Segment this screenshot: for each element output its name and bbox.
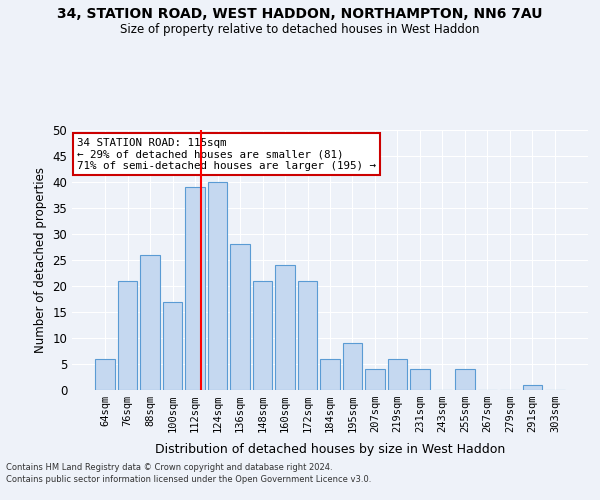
Bar — [275, 265, 295, 390]
Text: Contains public sector information licensed under the Open Government Licence v3: Contains public sector information licen… — [6, 475, 371, 484]
Text: Contains HM Land Registry data © Crown copyright and database right 2024.: Contains HM Land Registry data © Crown c… — [6, 464, 332, 472]
Bar — [410, 369, 430, 390]
Bar — [298, 281, 317, 390]
Bar — [140, 255, 160, 390]
Bar — [95, 359, 115, 390]
Text: Size of property relative to detached houses in West Haddon: Size of property relative to detached ho… — [120, 22, 480, 36]
Bar — [320, 359, 340, 390]
Bar — [455, 369, 475, 390]
Bar — [253, 281, 272, 390]
Bar — [163, 302, 182, 390]
Y-axis label: Number of detached properties: Number of detached properties — [34, 167, 47, 353]
Bar — [523, 385, 542, 390]
Bar — [365, 369, 385, 390]
Bar — [185, 187, 205, 390]
Text: 34 STATION ROAD: 115sqm
← 29% of detached houses are smaller (81)
71% of semi-de: 34 STATION ROAD: 115sqm ← 29% of detache… — [77, 138, 376, 171]
Bar — [388, 359, 407, 390]
Bar — [118, 281, 137, 390]
Text: 34, STATION ROAD, WEST HADDON, NORTHAMPTON, NN6 7AU: 34, STATION ROAD, WEST HADDON, NORTHAMPT… — [57, 8, 543, 22]
Bar — [343, 343, 362, 390]
Bar — [208, 182, 227, 390]
Text: Distribution of detached houses by size in West Haddon: Distribution of detached houses by size … — [155, 442, 505, 456]
Bar — [230, 244, 250, 390]
